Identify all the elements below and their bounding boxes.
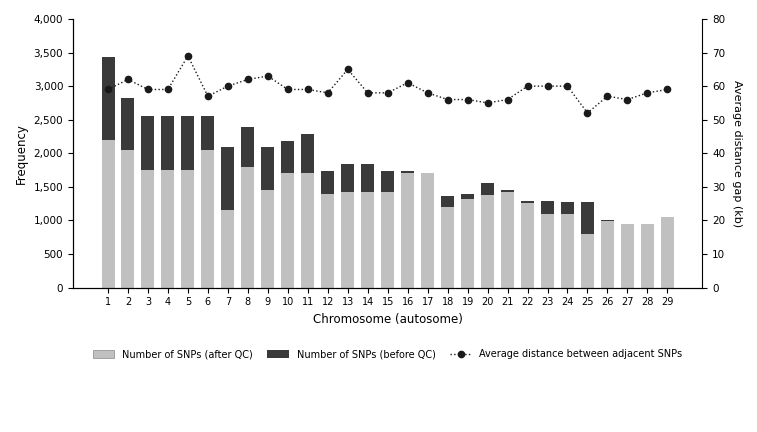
Bar — [382, 171, 394, 192]
Bar — [261, 190, 274, 288]
Bar — [421, 173, 435, 288]
Bar — [101, 140, 114, 288]
Bar — [382, 192, 394, 288]
Bar — [182, 170, 195, 288]
Bar — [481, 184, 494, 195]
Bar — [142, 170, 154, 288]
Bar — [321, 171, 335, 194]
X-axis label: Chromosome (autosome): Chromosome (autosome) — [313, 313, 463, 326]
Bar — [361, 164, 374, 191]
Bar — [561, 214, 574, 288]
Bar — [101, 57, 114, 140]
Bar — [541, 214, 554, 288]
Bar — [661, 217, 674, 288]
Bar — [561, 202, 574, 214]
Bar — [282, 140, 294, 173]
Bar — [521, 203, 534, 288]
Bar — [601, 220, 614, 288]
Bar — [142, 116, 154, 170]
Bar — [201, 150, 214, 288]
Bar — [201, 116, 214, 150]
Bar — [401, 171, 414, 173]
Bar — [121, 98, 135, 150]
Bar — [541, 201, 554, 214]
Bar — [501, 190, 514, 191]
Bar — [441, 207, 454, 288]
Bar — [221, 210, 235, 288]
Y-axis label: Frequency: Frequency — [15, 123, 28, 184]
Bar — [441, 196, 454, 207]
Bar — [501, 191, 514, 288]
Bar — [301, 134, 314, 173]
Bar — [461, 199, 474, 288]
Bar — [461, 194, 474, 199]
Bar — [321, 194, 335, 288]
Bar — [401, 173, 414, 288]
Bar — [481, 195, 494, 288]
Bar — [581, 202, 594, 234]
Bar — [301, 173, 314, 288]
Bar — [361, 191, 374, 288]
Bar — [161, 116, 174, 170]
Bar — [581, 234, 594, 288]
Bar — [521, 201, 534, 203]
Legend: Number of SNPs (after QC), Number of SNPs (before QC), Average distance between : Number of SNPs (after QC), Number of SNP… — [89, 346, 687, 363]
Bar — [221, 147, 235, 210]
Bar — [601, 220, 614, 221]
Bar — [282, 173, 294, 288]
Bar — [161, 170, 174, 288]
Bar — [641, 224, 654, 288]
Bar — [341, 191, 354, 288]
Y-axis label: Average distance gap (kb): Average distance gap (kb) — [732, 79, 742, 227]
Bar — [241, 167, 254, 288]
Bar — [621, 224, 634, 288]
Bar — [341, 164, 354, 191]
Bar — [121, 150, 135, 288]
Bar — [241, 127, 254, 167]
Bar — [261, 147, 274, 190]
Bar — [182, 116, 195, 170]
